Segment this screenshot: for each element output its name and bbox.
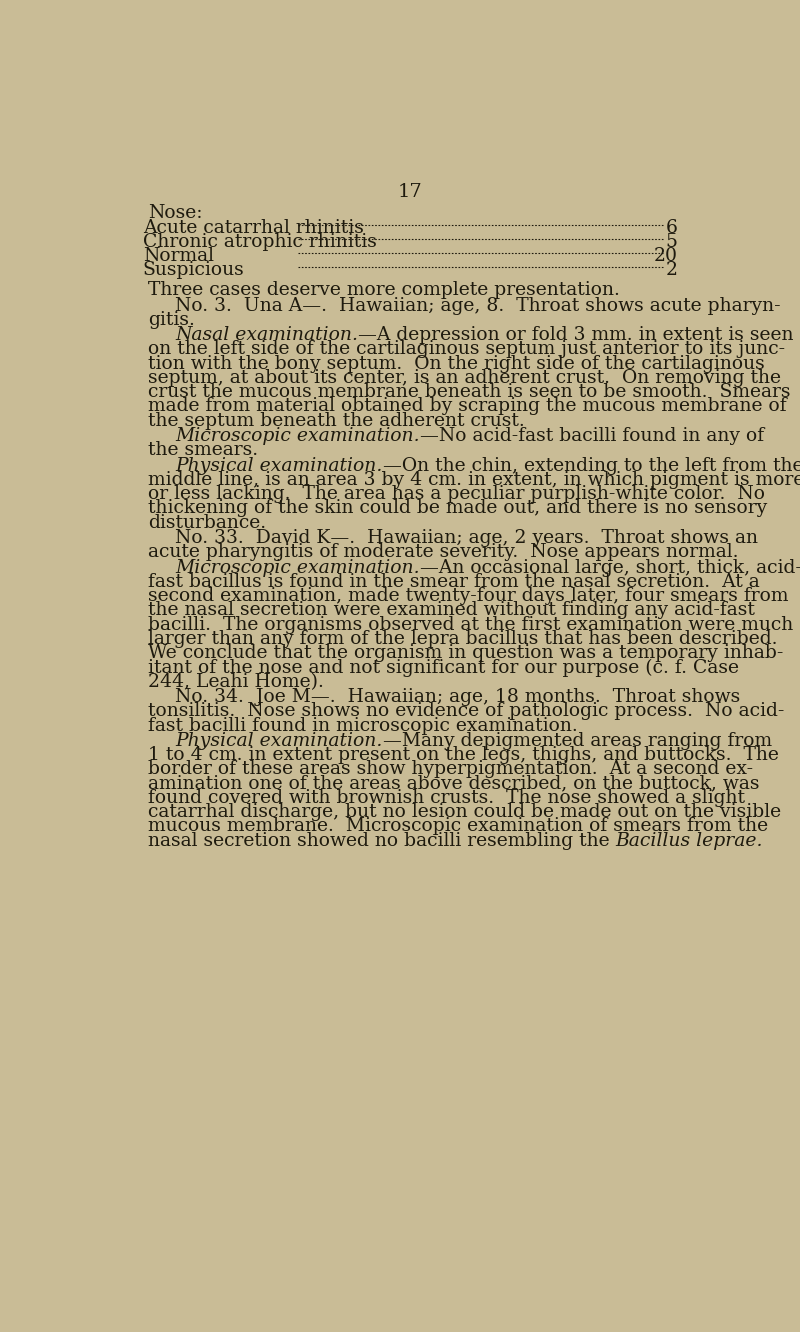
Text: Chronic atrophic rhinitis: Chronic atrophic rhinitis [142, 233, 377, 250]
Text: No. 33.  David K—.  Hawaiian; age, 2 years.  Throat shows an: No. 33. David K—. Hawaiian; age, 2 years… [175, 529, 758, 547]
Text: Bacillus leprae.: Bacillus leprae. [616, 831, 763, 850]
Text: disturbance.: disturbance. [148, 514, 266, 531]
Text: amination one of the areas above described, on the buttock, was: amination one of the areas above describ… [148, 775, 759, 793]
Text: crust the mucous membrane beneath is seen to be smooth.  Smears: crust the mucous membrane beneath is see… [148, 384, 790, 401]
Text: the septum beneath the adherent crust.: the septum beneath the adherent crust. [148, 412, 525, 430]
Text: 20: 20 [654, 246, 678, 265]
Text: No. 3.  Una A—.  Hawaiian; age, 8.  Throat shows acute pharyn-: No. 3. Una A—. Hawaiian; age, 8. Throat … [175, 297, 781, 314]
Text: tion with the bony septum.  On the right side of the cartilaginous: tion with the bony septum. On the right … [148, 354, 765, 373]
Text: Physical examination.: Physical examination. [175, 457, 382, 474]
Text: bacilli.  The organisms observed at the first examination were much: bacilli. The organisms observed at the f… [148, 615, 794, 634]
Text: Microscopic examination.: Microscopic examination. [175, 558, 420, 577]
Text: the smears.: the smears. [148, 441, 258, 460]
Text: Normal: Normal [142, 246, 214, 265]
Text: 17: 17 [398, 182, 422, 201]
Text: 1 to 4 cm. in extent present on the legs, thighs, and buttocks.  The: 1 to 4 cm. in extent present on the legs… [148, 746, 779, 765]
Text: —An occasional large, short, thick, acid-: —An occasional large, short, thick, acid… [420, 558, 800, 577]
Text: itant of the nose and not significant for our purpose (c. f. Case: itant of the nose and not significant fo… [148, 658, 739, 677]
Text: 6: 6 [666, 218, 678, 237]
Text: catarrhal discharge, but no lesion could be made out on the visible: catarrhal discharge, but no lesion could… [148, 803, 781, 821]
Text: fast bacillus is found in the smear from the nasal secretion.  At a: fast bacillus is found in the smear from… [148, 573, 760, 591]
Text: the nasal secretion were examined without finding any acid-fast: the nasal secretion were examined withou… [148, 602, 755, 619]
Text: 5: 5 [666, 233, 678, 250]
Text: Three cases deserve more complete presentation.: Three cases deserve more complete presen… [148, 281, 620, 300]
Text: We conclude that the organism in question was a temporary inhab-: We conclude that the organism in questio… [148, 645, 783, 662]
Text: Microscopic examination.: Microscopic examination. [175, 428, 420, 445]
Text: border of these areas show hyperpigmentation.  At a second ex-: border of these areas show hyperpigmenta… [148, 761, 753, 778]
Text: larger than any form of the lepra bacillus that has been described.: larger than any form of the lepra bacill… [148, 630, 778, 647]
Text: Nasal examination.: Nasal examination. [175, 326, 358, 344]
Text: on the left side of the cartilaginous septum just anterior to its junc-: on the left side of the cartilaginous se… [148, 341, 785, 358]
Text: —No acid-fast bacilli found in any of: —No acid-fast bacilli found in any of [420, 428, 764, 445]
Text: Acute catarrhal rhinitis: Acute catarrhal rhinitis [142, 218, 363, 237]
Text: fast bacilli found in microscopic examination.: fast bacilli found in microscopic examin… [148, 717, 578, 734]
Text: 2: 2 [666, 261, 678, 280]
Text: mucous membrane.  Microscopic examination of smears from the: mucous membrane. Microscopic examination… [148, 818, 768, 835]
Text: middle line, is an area 3 by 4 cm. in extent, in which pigment is more: middle line, is an area 3 by 4 cm. in ex… [148, 472, 800, 489]
Text: found covered with brownish crusts.  The nose showed a slight: found covered with brownish crusts. The … [148, 789, 745, 807]
Text: made from material obtained by scraping the mucous membrane of: made from material obtained by scraping … [148, 397, 786, 416]
Text: No. 34.  Joe M—.  Hawaiian; age, 18 months.  Throat shows: No. 34. Joe M—. Hawaiian; age, 18 months… [175, 689, 741, 706]
Text: gitis.: gitis. [148, 310, 195, 329]
Text: Physical examination.: Physical examination. [175, 733, 382, 750]
Text: Nose:: Nose: [148, 204, 202, 222]
Text: nasal secretion showed no bacilli resembling the: nasal secretion showed no bacilli resemb… [148, 831, 616, 850]
Text: or less lacking.  The area has a peculiar purplish-white color.  No: or less lacking. The area has a peculiar… [148, 485, 765, 503]
Text: acute pharyngitis of moderate severity.  Nose appears normal.: acute pharyngitis of moderate severity. … [148, 543, 738, 561]
Text: —A depression or fold 3 mm. in extent is seen: —A depression or fold 3 mm. in extent is… [358, 326, 794, 344]
Text: —On the chin, extending to the left from the: —On the chin, extending to the left from… [382, 457, 800, 474]
Text: Suspicious: Suspicious [142, 261, 244, 280]
Text: tonsilitis.  Nose shows no evidence of pathologic process.  No acid-: tonsilitis. Nose shows no evidence of pa… [148, 702, 785, 721]
Text: —Many depigmented areas ranging from: —Many depigmented areas ranging from [382, 733, 772, 750]
Text: septum, at about its center, is an adherent crust.  On removing the: septum, at about its center, is an adher… [148, 369, 781, 388]
Text: second examination, made twenty-four days later, four smears from: second examination, made twenty-four day… [148, 587, 789, 605]
Text: 244, Leahi Home).: 244, Leahi Home). [148, 673, 324, 691]
Text: thickening of the skin could be made out, and there is no sensory: thickening of the skin could be made out… [148, 500, 767, 517]
